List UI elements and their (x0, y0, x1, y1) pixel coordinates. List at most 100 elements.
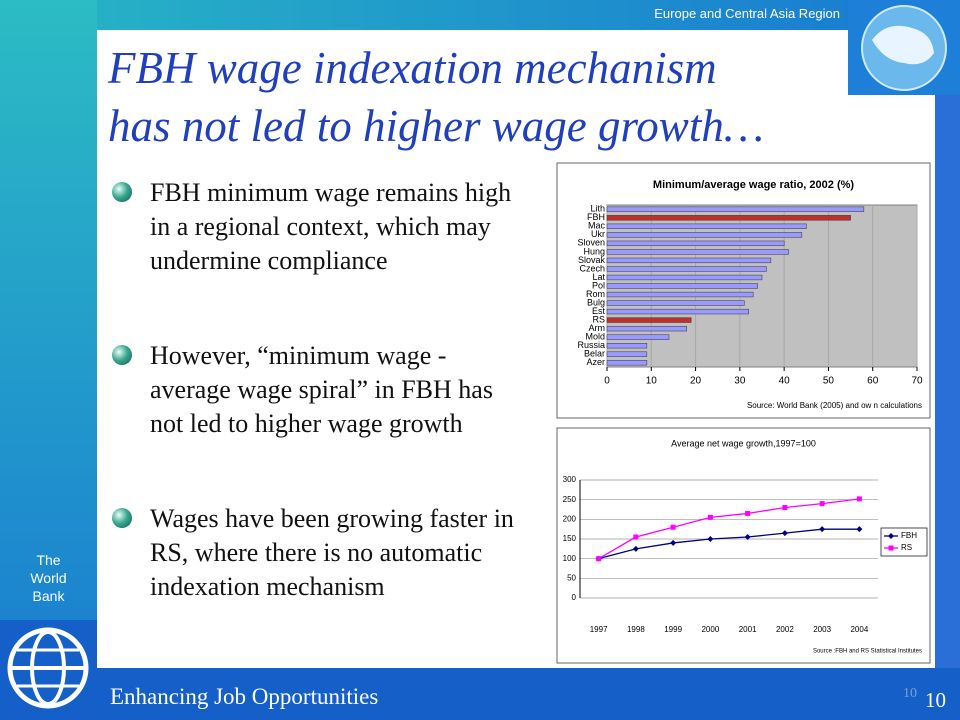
marker (745, 510, 751, 516)
line (598, 528, 860, 560)
x-tick-label: 10 (646, 376, 658, 387)
y-tick-label: 0 (572, 593, 577, 602)
y-tick-label: Ukr (591, 229, 605, 239)
y-tick-label: 100 (563, 554, 577, 563)
bar (606, 215, 851, 221)
bar (606, 249, 789, 255)
bullet-icon (112, 182, 132, 202)
legend-label: RS (901, 543, 912, 552)
x-tick-label: 60 (867, 376, 879, 387)
y-tick-label: 50 (567, 573, 576, 582)
y-tick-label: Bulg (587, 297, 605, 307)
marker (781, 530, 788, 537)
bar (606, 283, 758, 289)
bar (606, 223, 807, 229)
bullet-icon (112, 345, 132, 365)
y-tick-label: 200 (563, 514, 577, 523)
chart-title: Average net wage growth,1997=100 (671, 438, 816, 448)
x-tick-label: 0 (604, 376, 610, 387)
bar (606, 291, 754, 298)
y-tick-label: Slovak (578, 255, 606, 265)
marker (707, 514, 713, 520)
marker (888, 545, 894, 551)
title: has not led to higher wage growth… (108, 101, 764, 151)
title: FBH wage indexation mechanism (108, 43, 717, 93)
marker (670, 524, 676, 530)
y-tick-label: Belar (584, 349, 605, 359)
x-tick-label: 30 (734, 376, 746, 387)
region-label: Europe and Central Asia Region (654, 6, 840, 21)
x-tick-label: 2003 (813, 625, 831, 634)
marker (744, 534, 751, 541)
bar (606, 360, 648, 366)
y-tick-label: Lat (592, 272, 605, 282)
bar (606, 232, 803, 238)
x-tick-label: 1999 (664, 625, 682, 634)
logo (0, 620, 97, 720)
y-tick-label: Sloven (577, 238, 605, 248)
y-tick-label: Pol (592, 280, 605, 290)
legend-label: FBH (901, 531, 917, 540)
top-bar (97, 0, 848, 30)
bar (606, 257, 772, 264)
y-tick-label: 300 (563, 475, 577, 484)
bar (606, 351, 648, 357)
org-label: World (30, 570, 67, 586)
org-label: The (36, 552, 61, 568)
x-tick-label: 20 (690, 376, 702, 387)
y-tick-label: RS (592, 314, 605, 324)
y-tick-label: Azer (586, 357, 605, 367)
marker (707, 536, 714, 542)
x-tick-label: 40 (779, 376, 791, 387)
bullet-text: FBH minimum wage remains high in a regio… (150, 178, 512, 275)
source-note: Source: World Bank (2005) and ow n calcu… (747, 401, 922, 410)
bullet-text: Wages have been growing faster in RS, wh… (150, 504, 514, 601)
marker (856, 526, 863, 533)
line (598, 498, 860, 560)
y-tick-label: Czech (579, 263, 605, 273)
x-tick-label: 50 (823, 376, 835, 387)
slide-number: 10 (903, 686, 917, 701)
bar (606, 274, 763, 281)
right-bar (935, 95, 960, 668)
bar (606, 308, 749, 315)
bullet-text: However, “minimum wage - average wage sp… (150, 341, 493, 438)
bar (606, 206, 865, 212)
y-tick-label: Rom (586, 289, 605, 299)
chart-frame (556, 427, 931, 664)
source-note: Source :FBH and RS Statistical Institute… (813, 649, 922, 655)
y-tick-label: Hung (583, 246, 605, 256)
globe (848, 0, 960, 95)
y-tick-label: Arm (589, 323, 606, 333)
bar (606, 317, 692, 323)
y-tick-label: 250 (563, 495, 577, 504)
marker (633, 534, 639, 540)
y-tick-label: FBH (587, 212, 605, 222)
x-tick-label: 2001 (739, 625, 757, 634)
marker (782, 505, 788, 511)
bar (606, 325, 687, 332)
slide-number: 10 (925, 688, 946, 712)
footer-text: Enhancing Job Opportunities (110, 684, 379, 709)
marker (670, 539, 677, 546)
y-tick-label: Est (592, 306, 606, 316)
x-tick-label: 2004 (850, 625, 868, 634)
marker (856, 496, 862, 502)
bar (606, 240, 785, 247)
x-tick-label: 1997 (590, 625, 608, 634)
x-tick-label: 1998 (627, 625, 645, 634)
marker (819, 501, 825, 507)
bar (606, 334, 670, 340)
marker (888, 533, 894, 539)
bar (606, 266, 767, 272)
y-tick-label: 150 (563, 534, 577, 543)
marker (632, 545, 639, 552)
y-tick-label: Lith (590, 204, 605, 214)
y-tick-label: Russia (577, 340, 605, 350)
x-tick-label: 70 (911, 376, 923, 387)
legend (880, 527, 928, 557)
y-tick-label: Mold (585, 332, 605, 342)
marker (819, 526, 826, 533)
